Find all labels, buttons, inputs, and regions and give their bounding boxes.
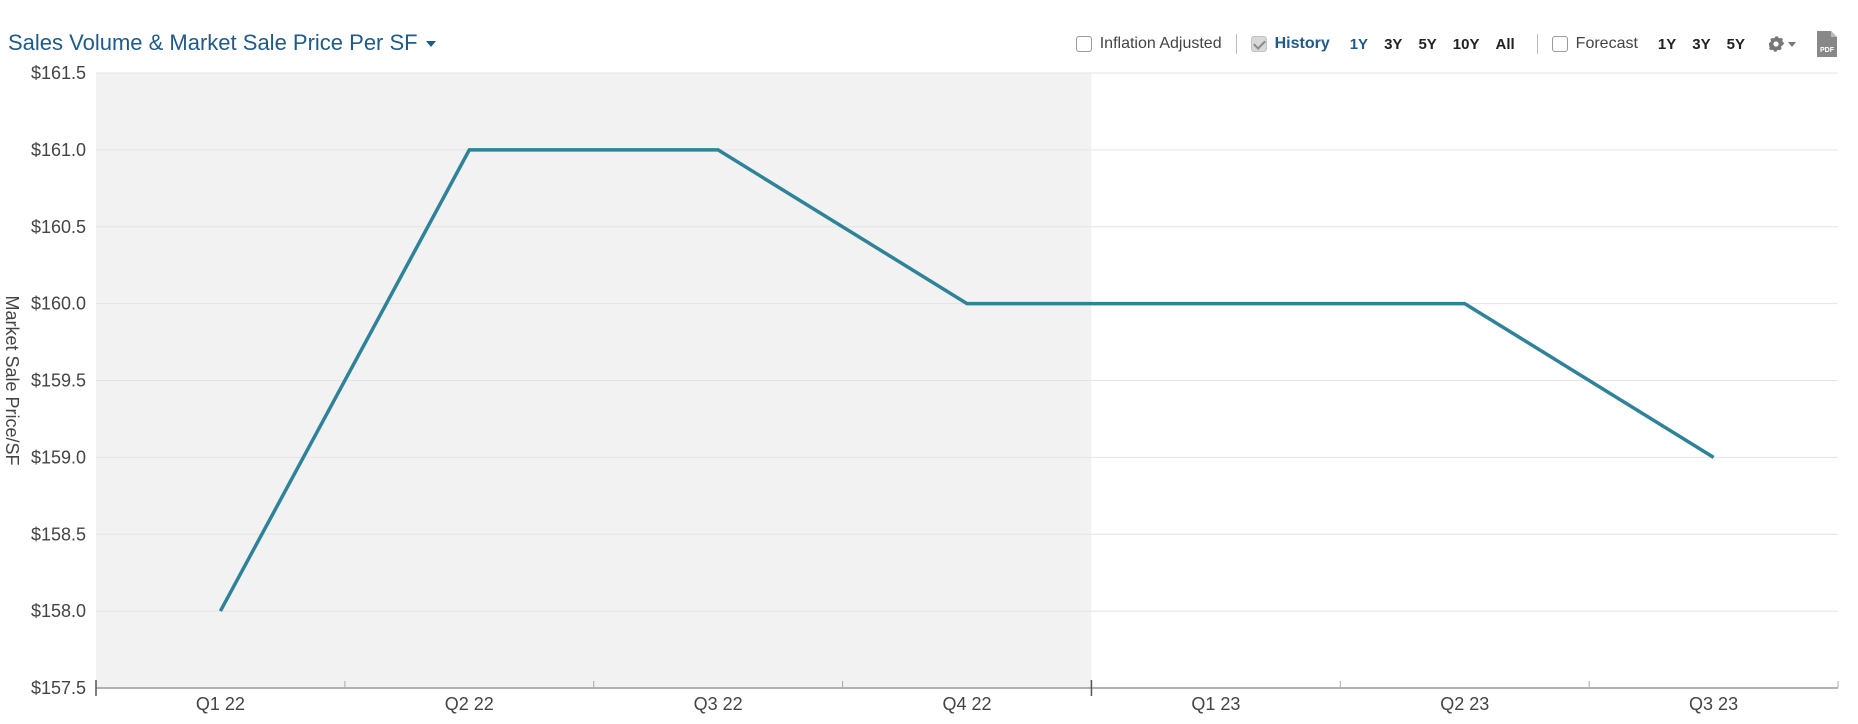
chart-controls: Inflation Adjusted History 1Y 3Y 5Y 10Y … xyxy=(1075,28,1838,60)
x-tick-label: Q4 22 xyxy=(942,694,991,714)
y-tick-label: $158.5 xyxy=(31,524,86,544)
y-tick-label: $161.0 xyxy=(31,140,86,160)
history-range-3y[interactable]: 3Y xyxy=(1384,35,1403,53)
history-range-1y[interactable]: 1Y xyxy=(1349,35,1369,53)
forecast-checkbox[interactable] xyxy=(1551,36,1568,52)
inflation-adjusted-label: Inflation Adjusted xyxy=(1099,35,1222,52)
y-tick-label: $161.5 xyxy=(31,63,86,83)
svg-text:PDF: PDF xyxy=(1820,47,1835,54)
y-axis-label: Market Sale Price/SF xyxy=(2,295,22,465)
divider xyxy=(1536,34,1538,54)
gear-icon xyxy=(1768,36,1785,52)
divider xyxy=(1235,34,1237,54)
y-tick-label: $159.5 xyxy=(31,371,86,391)
y-tick-label: $158.0 xyxy=(31,601,86,621)
x-tick-label: Q3 23 xyxy=(1689,694,1738,714)
y-tick-label: $157.5 xyxy=(31,678,86,698)
x-tick-label: Q2 22 xyxy=(445,694,494,714)
forecast-range-3y[interactable]: 3Y xyxy=(1692,35,1711,53)
x-axis-labels: Q1 22 Q2 22 Q3 22 Q4 22 Q1 23 Q2 23 Q3 23 xyxy=(196,694,1738,714)
x-tick-label: Q1 23 xyxy=(1191,694,1240,714)
y-tick-label: $160.5 xyxy=(31,217,86,237)
x-tick-label: Q3 22 xyxy=(694,694,743,714)
x-tick-label: Q1 22 xyxy=(196,694,245,714)
history-label: History xyxy=(1274,35,1330,52)
chart-header: Sales Volume & Market Sale Price Per SF … xyxy=(0,0,1858,72)
chevron-down-icon xyxy=(1788,41,1796,47)
forecast-range-5y[interactable]: 5Y xyxy=(1726,35,1745,53)
y-tick-label: $160.0 xyxy=(31,294,86,314)
settings-dropdown[interactable] xyxy=(1767,35,1796,53)
forecast-label: Forecast xyxy=(1575,35,1638,52)
chart-title-dropdown[interactable]: Sales Volume & Market Sale Price Per SF xyxy=(8,30,436,56)
history-range-5y[interactable]: 5Y xyxy=(1418,35,1437,53)
x-tick-label: Q2 23 xyxy=(1440,694,1489,714)
forecast-range-1y[interactable]: 1Y xyxy=(1657,35,1677,53)
chevron-down-icon xyxy=(425,41,436,48)
history-checkbox[interactable] xyxy=(1250,36,1267,52)
history-range-all[interactable]: All xyxy=(1495,35,1515,53)
chart-title: Sales Volume & Market Sale Price Per SF xyxy=(8,30,418,55)
pdf-export-button[interactable]: PDF xyxy=(1816,30,1838,58)
y-tick-label: $159.0 xyxy=(31,447,86,467)
x-axis xyxy=(95,680,1839,696)
pdf-icon: PDF xyxy=(1817,31,1837,57)
y-axis: $157.5 $158.0 $158.5 $159.0 $159.5 $160.0 $160… xyxy=(31,63,86,698)
series-layer xyxy=(218,148,1715,612)
history-range-10y[interactable]: 10Y xyxy=(1452,35,1480,53)
inflation-adjusted-checkbox[interactable] xyxy=(1075,36,1092,52)
